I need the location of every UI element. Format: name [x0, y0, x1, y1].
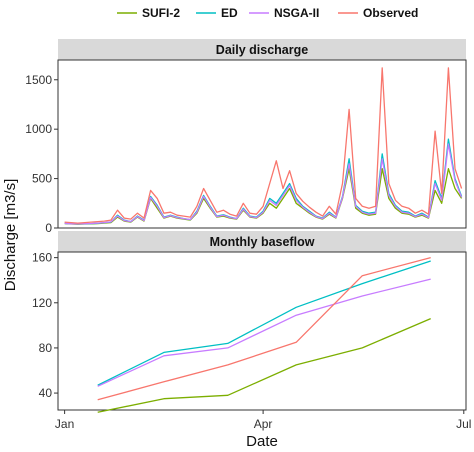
series-group-daily [64, 67, 463, 225]
y-axis-daily: 0 500 1000 1500 [25, 73, 58, 235]
facet-title-monthly: Monthly baseflow [210, 235, 315, 249]
facet-monthly-baseflow: Monthly baseflow 40 80 120 160 [32, 231, 467, 413]
y-tick-label-1-0: 40 [39, 386, 53, 400]
series-line-observed-0 [64, 67, 463, 224]
y-tick-label-1-2: 120 [32, 296, 52, 310]
legend-label-nsga2: NSGA-II [274, 6, 319, 20]
y-tick-label-1-3: 160 [32, 251, 52, 265]
y-axis-monthly: 40 80 120 160 [32, 251, 58, 400]
x-axis-title: Date [246, 433, 278, 450]
series-line-nsgaii-0 [64, 143, 463, 225]
panel-border-daily [57, 59, 467, 229]
legend-item-sufi2: SUFI-2 [117, 6, 180, 20]
legend-label-observed: Observed [363, 6, 418, 20]
legend-item-observed: Observed [338, 6, 418, 20]
facet-daily-discharge: Daily discharge 0 500 1000 1500 [25, 39, 467, 235]
facet-strip-daily [58, 39, 466, 60]
x-tick-label-1: Apr [254, 417, 273, 431]
series-line-sufi2-0 [64, 168, 463, 225]
x-tick-label-2: Jul [456, 417, 471, 431]
y-tick-label-1-1: 80 [39, 341, 53, 355]
series-line-observed-1 [97, 256, 431, 401]
y-axis-title: Discharge [m3/s] [2, 179, 19, 292]
legend-item-ed: ED [196, 6, 238, 20]
legend-label-sufi2: SUFI-2 [142, 6, 180, 20]
series-line-nsgaii-1 [97, 278, 431, 387]
y-tick-label-0-0: 0 [45, 221, 52, 235]
legend-item-nsga2: NSGA-II [249, 6, 319, 20]
series-line-sufi2-1 [97, 318, 431, 413]
legend-label-ed: ED [221, 6, 238, 20]
series-line-ed-1 [97, 260, 431, 386]
facet-strip-monthly [58, 231, 466, 252]
y-tick-label-0-1: 500 [32, 172, 52, 186]
legend: SUFI-2 ED NSGA-II Observed [117, 6, 418, 20]
series-group-monthly [97, 256, 431, 413]
y-tick-label-0-3: 1500 [25, 73, 52, 87]
panel-border-monthly [57, 251, 467, 411]
x-tick-label-0: Jan [55, 417, 74, 431]
facet-title-daily: Daily discharge [216, 43, 308, 57]
y-tick-label-0-2: 1000 [25, 122, 52, 136]
x-axis: Jan Apr Jul [55, 410, 471, 431]
